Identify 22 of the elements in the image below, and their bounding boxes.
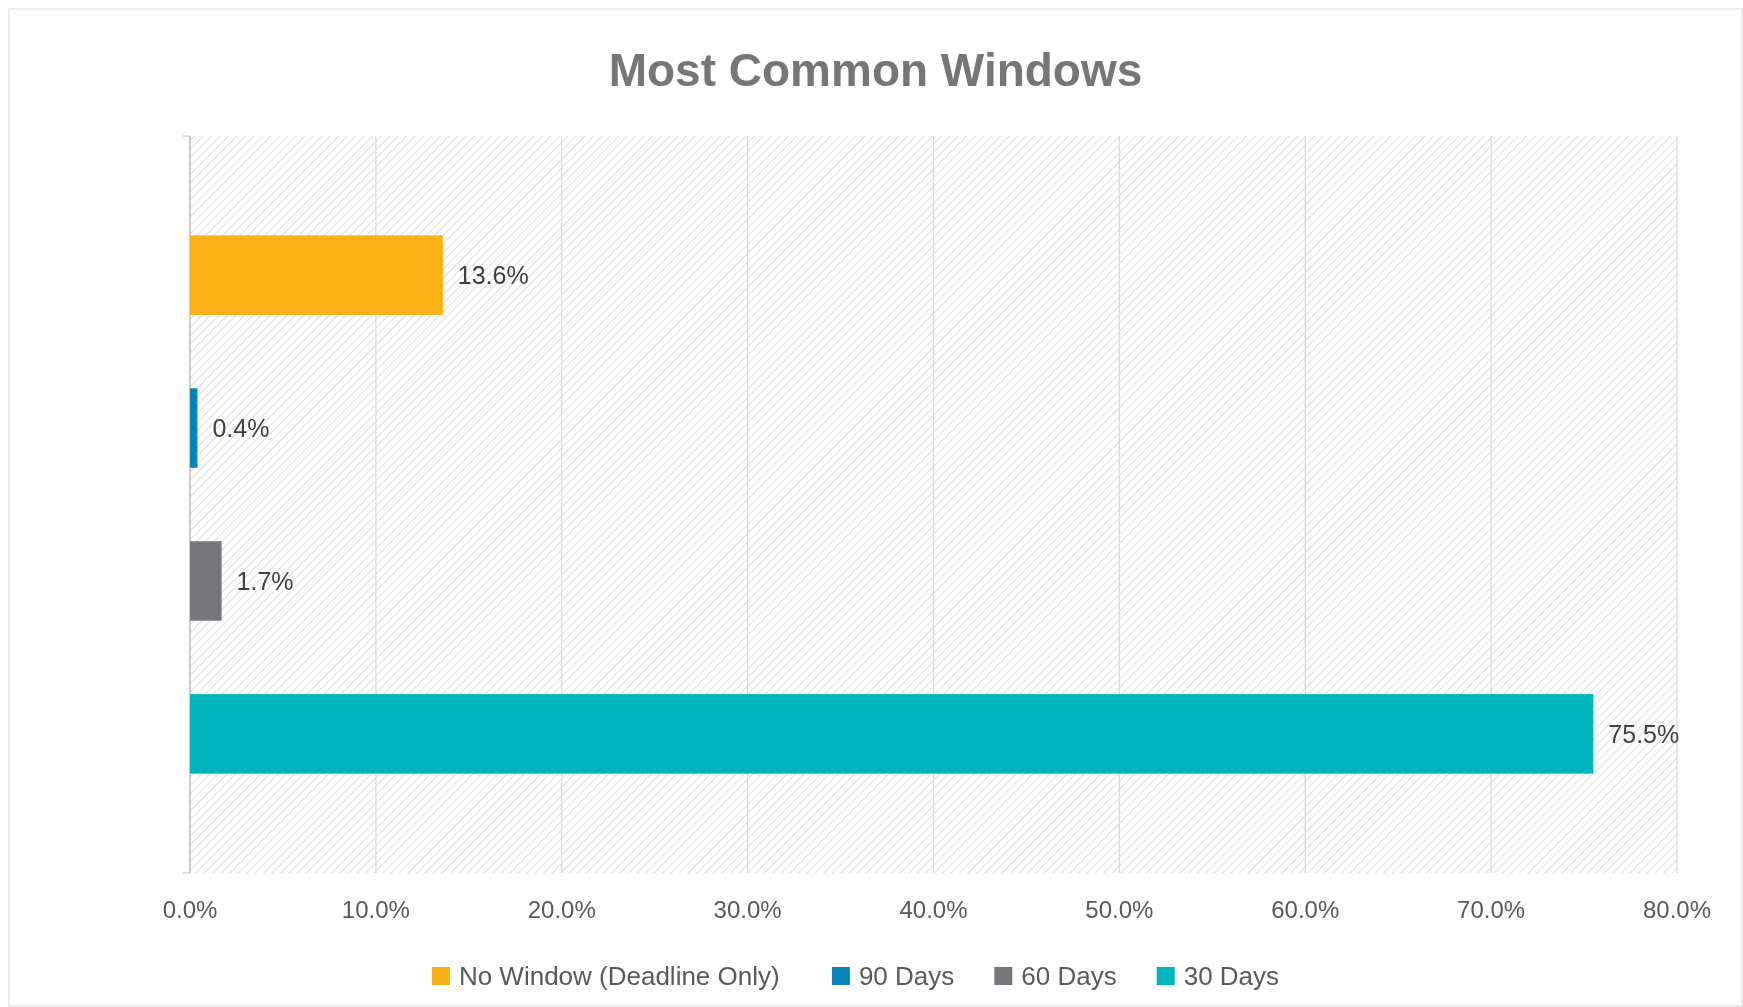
bar <box>190 235 443 315</box>
data-label: 0.4% <box>212 414 270 443</box>
x-tick-label: 50.0% <box>1085 896 1154 923</box>
x-tick-label: 20.0% <box>527 896 596 923</box>
legend-label: 30 Days <box>1183 961 1280 991</box>
legend-label: 60 Days <box>1021 961 1117 991</box>
bar <box>190 541 222 621</box>
chart-title: Most Common Windows <box>608 44 1143 96</box>
x-tick-label: 60.0% <box>1271 896 1340 923</box>
data-label: 13.6% <box>457 261 529 290</box>
data-label: 75.5% <box>1608 719 1680 748</box>
x-tick-label: 40.0% <box>899 896 968 923</box>
x-tick-label: 30.0% <box>713 896 782 923</box>
bar <box>190 694 1594 774</box>
data-label: 1.7% <box>236 566 294 595</box>
x-tick-label: 10.0% <box>341 896 410 923</box>
legend-label: 90 Days <box>858 961 955 991</box>
x-tick-label: 70.0% <box>1457 896 1526 923</box>
x-tick-label: 0.0% <box>162 896 218 923</box>
bar <box>190 388 198 468</box>
legend-label: No Window (Deadline Only) <box>458 961 780 991</box>
x-tick-label: 80.0% <box>1642 896 1712 923</box>
